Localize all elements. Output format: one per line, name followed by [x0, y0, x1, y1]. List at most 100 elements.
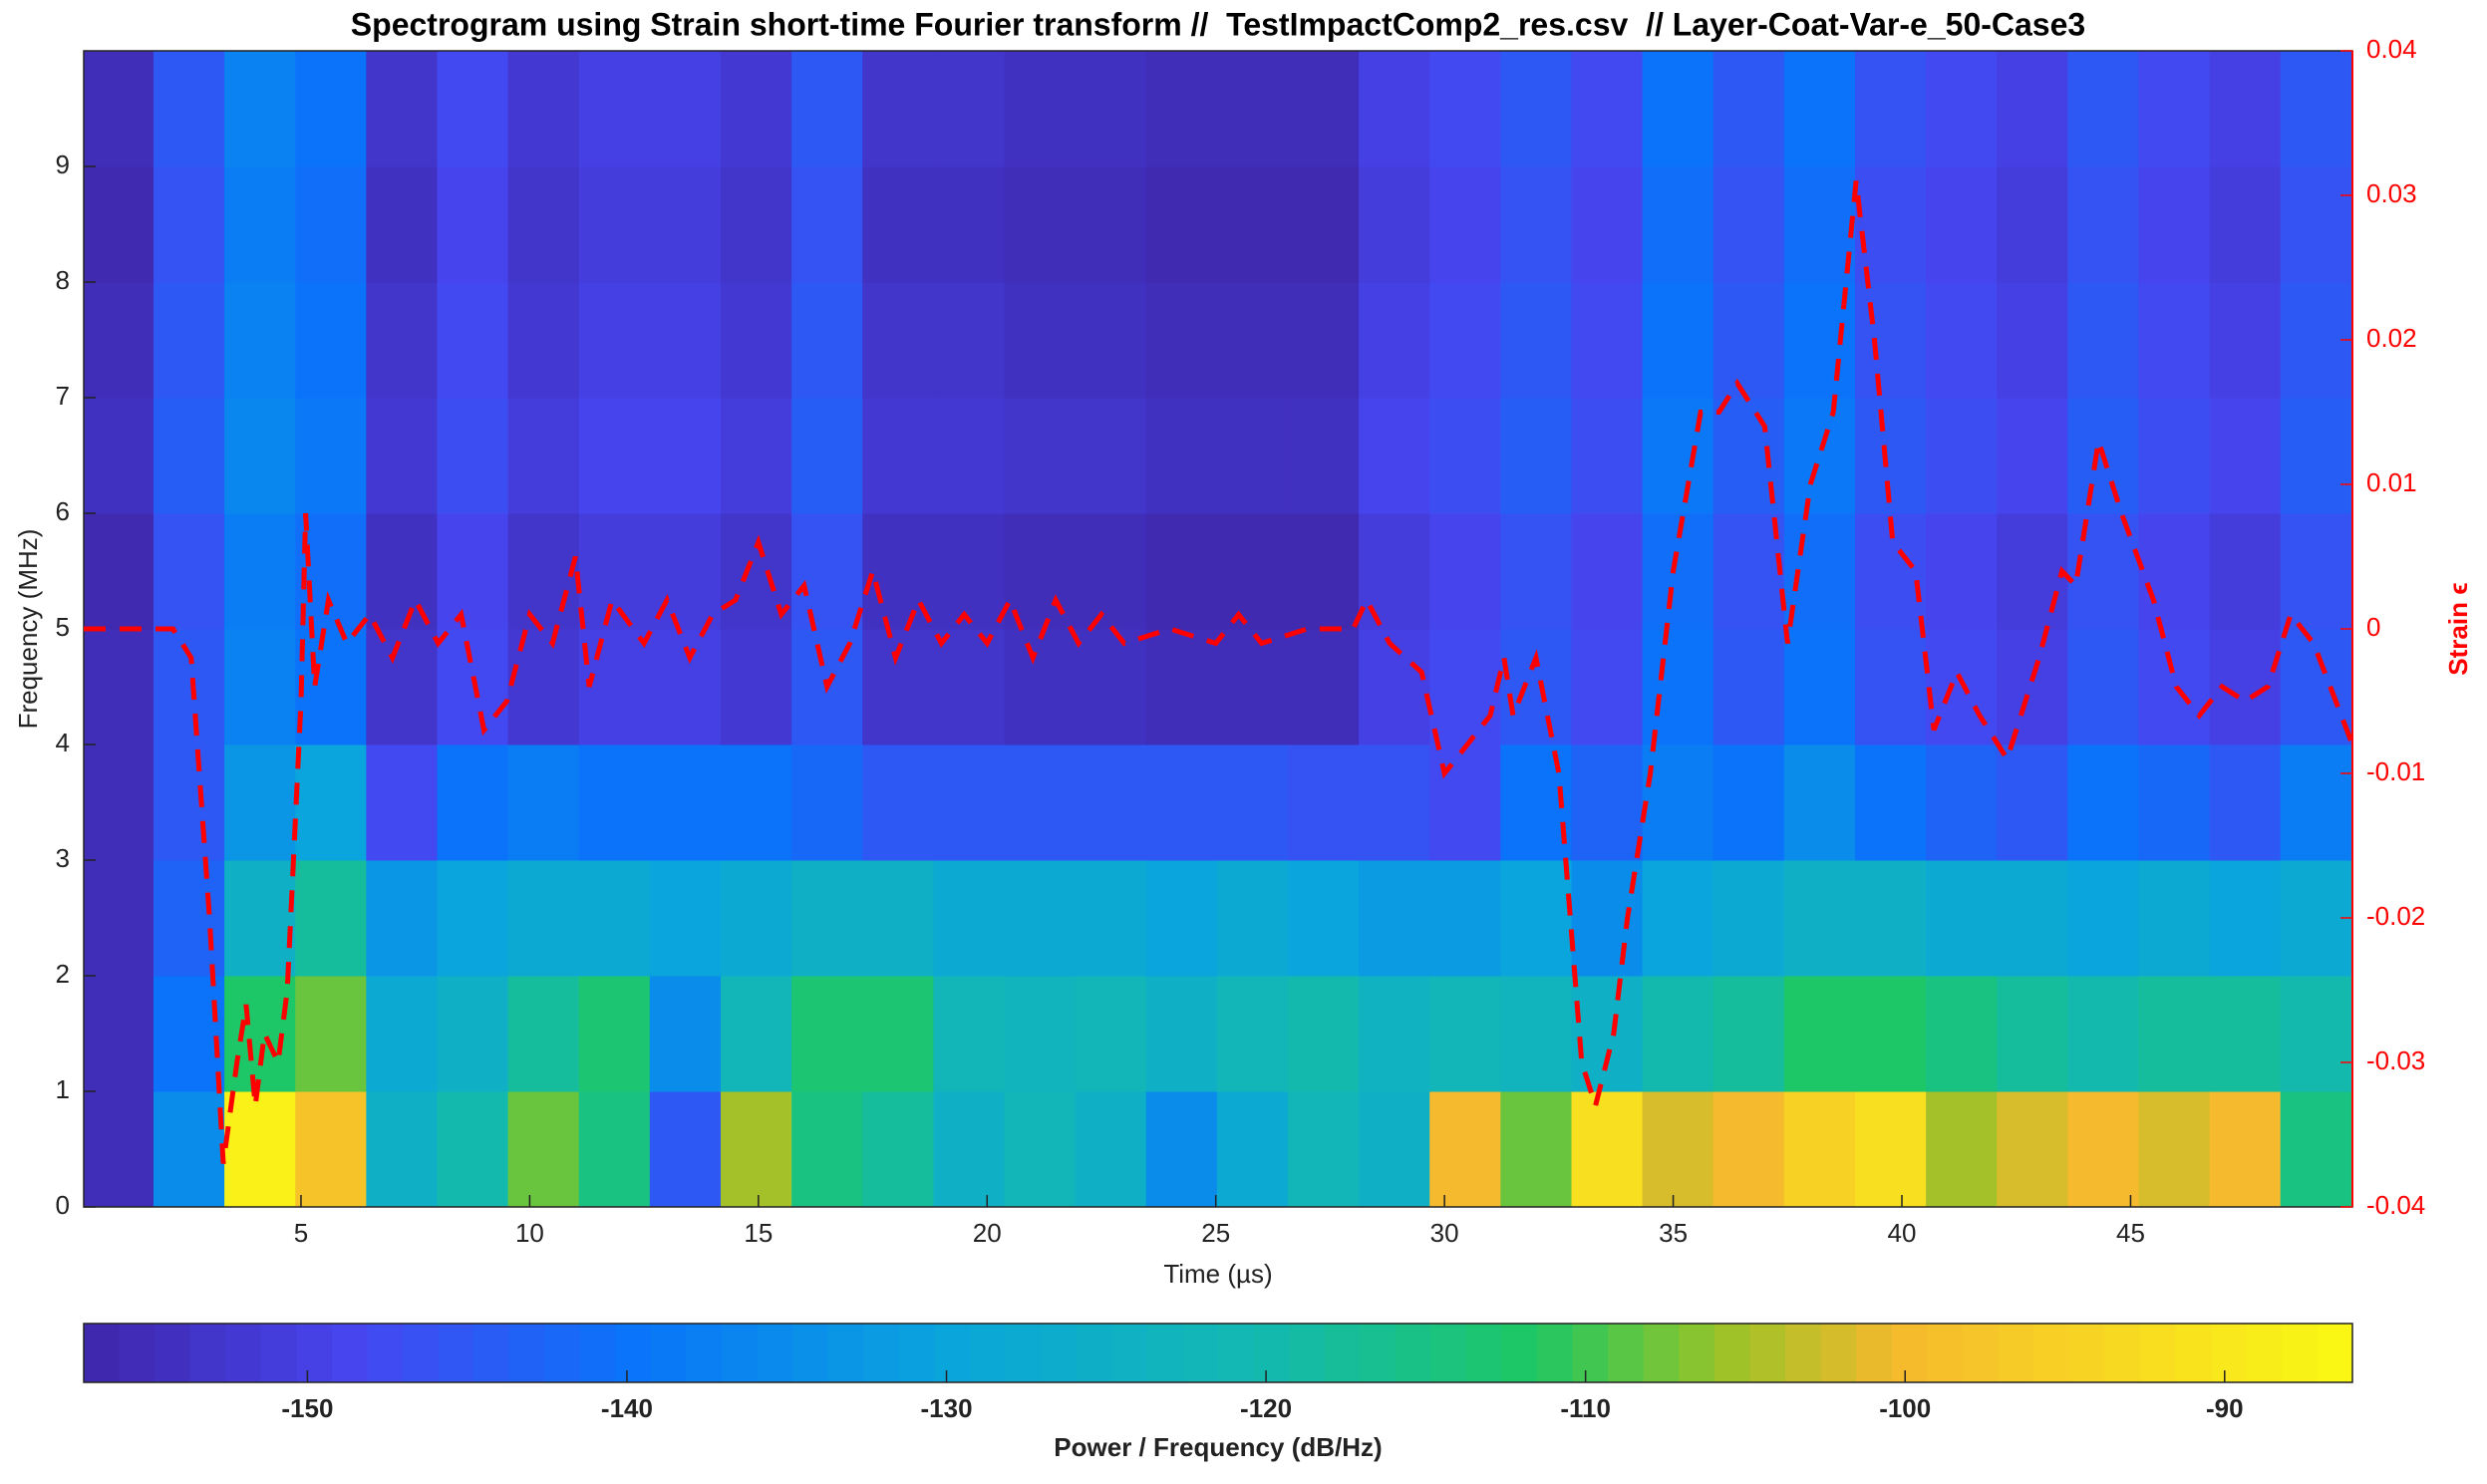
- x-tick-label: 20: [973, 1218, 1002, 1248]
- heatmap-cell: [507, 976, 580, 1092]
- heatmap-cell: [507, 860, 580, 977]
- heatmap-cell: [2138, 976, 2211, 1092]
- heatmap-cell: [1145, 860, 1218, 977]
- heatmap-cell: [1783, 860, 1856, 977]
- heatmap-cell: [2138, 398, 2211, 514]
- heatmap-cell: [2280, 166, 2353, 283]
- heatmap-cell: [2209, 744, 2282, 861]
- heatmap-cell: [1359, 166, 1430, 283]
- heatmap-cell: [1642, 51, 1714, 167]
- heatmap-cell: [1997, 166, 2068, 283]
- colorbar-swatch: [863, 1324, 900, 1382]
- x-axis-label: Time (µs): [1163, 1259, 1272, 1289]
- heatmap-cell: [507, 51, 580, 167]
- heatmap-cell: [366, 1091, 438, 1208]
- heatmap-cell: [2209, 976, 2282, 1092]
- heatmap-cell: [2280, 51, 2353, 167]
- heatmap-cell: [1287, 166, 1360, 283]
- heatmap-cell: [1287, 51, 1360, 167]
- heatmap-cell: [1216, 398, 1289, 514]
- heatmap-cell: [153, 744, 225, 861]
- heatmap-cell: [2280, 976, 2353, 1092]
- heatmap-cell: [1926, 166, 1998, 283]
- heatmap-cell: [1642, 282, 1714, 399]
- chart-title: Spectrogram using Strain short-time Four…: [351, 6, 2085, 42]
- heatmap-cell: [1571, 51, 1644, 167]
- heatmap-cell: [862, 51, 934, 167]
- colorbar-swatch: [1820, 1324, 1857, 1382]
- heatmap-cell: [1571, 744, 1644, 861]
- heatmap-cell: [295, 166, 367, 283]
- heatmap-cell: [933, 744, 1005, 861]
- heatmap-cell: [1075, 282, 1147, 399]
- heatmap-cell: [2067, 976, 2139, 1092]
- heatmap-cell: [862, 166, 934, 283]
- colorbar-swatch: [473, 1324, 510, 1382]
- y2-tick-label: -0.04: [2366, 1190, 2425, 1220]
- colorbar-tick-label: -110: [1560, 1393, 1611, 1423]
- heatmap-cell: [2067, 629, 2139, 745]
- heatmap-cell: [649, 282, 722, 399]
- heatmap-cell: [1429, 166, 1501, 283]
- heatmap-cell: [649, 166, 722, 283]
- heatmap-cell: [720, 629, 792, 745]
- heatmap-cell: [84, 860, 155, 977]
- heatmap-cell: [2067, 166, 2139, 283]
- heatmap-cell: [224, 166, 296, 283]
- heatmap-cell: [366, 629, 438, 745]
- heatmap-cell: [1500, 629, 1572, 745]
- colorbar-swatch: [792, 1324, 829, 1382]
- colorbar-swatch: [1962, 1324, 1999, 1382]
- heatmap-cell: [1004, 398, 1077, 514]
- heatmap-cell: [224, 282, 296, 399]
- y2-tick-label: -0.01: [2366, 756, 2425, 786]
- heatmap-cell: [1004, 976, 1077, 1092]
- x-tick-label: 10: [515, 1218, 544, 1248]
- heatmap-cell: [1429, 860, 1501, 977]
- colorbar-swatch: [2139, 1324, 2176, 1382]
- heatmap-cell: [1287, 860, 1360, 977]
- heatmap-cell: [507, 398, 580, 514]
- colorbar-swatch: [1111, 1324, 1148, 1382]
- heatmap-cell: [1287, 744, 1360, 861]
- heatmap-cell: [933, 398, 1005, 514]
- heatmap-cell: [437, 166, 509, 283]
- heatmap-cell: [1500, 398, 1572, 514]
- heatmap-cell: [295, 51, 367, 167]
- heatmap-cell: [84, 51, 155, 167]
- heatmap-cell: [224, 629, 296, 745]
- colorbar-swatch: [225, 1324, 262, 1382]
- heatmap-cell: [2280, 513, 2353, 630]
- heatmap-cell: [295, 744, 367, 861]
- heatmap-cell: [1429, 513, 1501, 630]
- heatmap-cell: [1075, 398, 1147, 514]
- colorbar-swatch: [1856, 1324, 1893, 1382]
- colorbar-tick-label: -130: [920, 1393, 972, 1423]
- heatmap-cell: [2209, 166, 2282, 283]
- heatmap-cell: [153, 166, 225, 283]
- heatmap-cell: [1500, 282, 1572, 399]
- heatmap-cell: [1997, 860, 2068, 977]
- heatmap-cell: [153, 976, 225, 1092]
- heatmap-cell: [933, 976, 1005, 1092]
- colorbar-swatch: [757, 1324, 793, 1382]
- heatmap-cell: [1359, 282, 1430, 399]
- heatmap-cell: [791, 166, 863, 283]
- heatmap-cell: [2067, 1091, 2139, 1208]
- heatmap-cell: [720, 744, 792, 861]
- colorbar-swatch: [1005, 1324, 1042, 1382]
- y-tick-label: 1: [56, 1074, 70, 1104]
- heatmap-cell: [366, 166, 438, 283]
- heatmap-cell: [720, 976, 792, 1092]
- colorbar-swatch: [2317, 1324, 2353, 1382]
- heatmap-cell: [1500, 166, 1572, 283]
- heatmap-cell: [2067, 860, 2139, 977]
- x-tick-label: 30: [1430, 1218, 1459, 1248]
- colorbar-swatch: [155, 1324, 191, 1382]
- heatmap-cell: [437, 51, 509, 167]
- colorbar-swatch: [84, 1324, 121, 1382]
- heatmap-cell: [1287, 282, 1360, 399]
- heatmap-cell: [437, 513, 509, 630]
- heatmap-cell: [507, 629, 580, 745]
- heatmap-cell: [2209, 51, 2282, 167]
